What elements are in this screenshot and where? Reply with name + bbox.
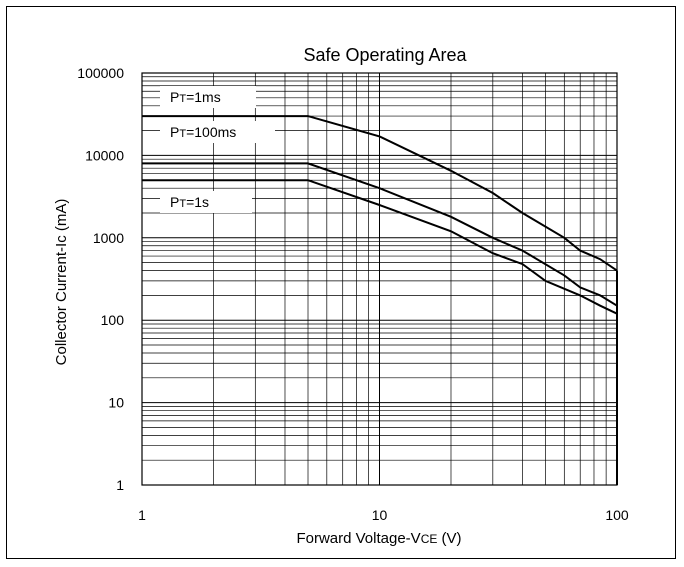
series-lines (142, 115, 618, 485)
chart-title: Safe Operating Area (303, 45, 467, 65)
y-tick-label: 100000 (77, 65, 124, 81)
annotation-3: PT=1s (170, 194, 209, 210)
annotation-bg (160, 86, 256, 108)
y-axis-label: Collector Current-Ic (mA) (53, 199, 70, 366)
y-tick-label: 10 (108, 395, 124, 411)
y-tick-label: 100 (101, 312, 125, 328)
tick-labels: 1 10 100 1 10 100 1000 10000 100000 (77, 65, 629, 523)
annotation-2: PT=100ms (170, 124, 236, 140)
y-tick-label: 1000 (93, 230, 124, 246)
x-tick-label: 100 (605, 507, 629, 523)
x-tick-label: 10 (372, 507, 388, 523)
series-line-2 (142, 162, 618, 307)
x-axis-label: Forward Voltage-VCE (V) (296, 530, 461, 547)
y-tick-label: 10000 (85, 147, 124, 163)
annotation-bg (160, 191, 252, 213)
grid (141, 72, 618, 486)
x-tick-label: 1 (138, 507, 146, 523)
y-tick-label: 1 (116, 477, 124, 493)
annotation-bg (160, 121, 275, 143)
annotation-1: PT=1ms (170, 89, 221, 105)
series-line-3 (142, 179, 618, 315)
series-line-1 (142, 115, 618, 272)
annotations: PT=1ms PT=100ms PT=1s (160, 86, 275, 213)
